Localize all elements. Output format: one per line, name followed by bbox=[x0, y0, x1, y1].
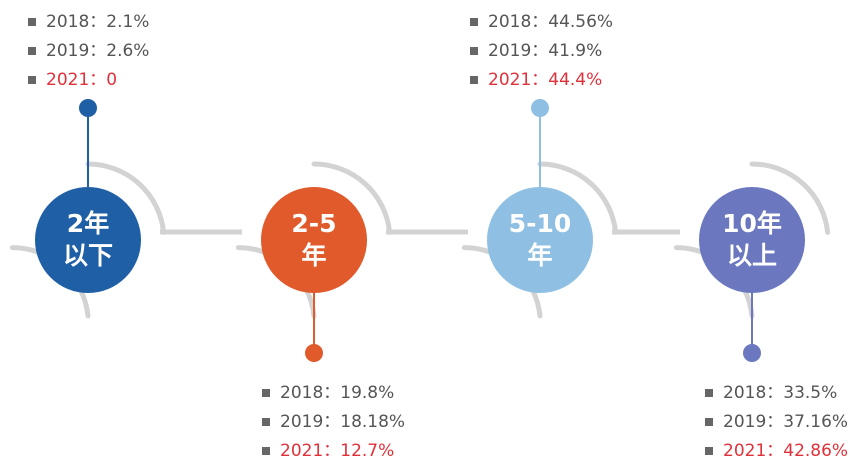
node-circle bbox=[261, 187, 367, 293]
bullet bbox=[262, 418, 270, 426]
stat-line: 2019：41.9% bbox=[488, 41, 602, 61]
node-label: 2年 bbox=[67, 209, 109, 238]
arc bbox=[311, 161, 393, 235]
stat-line: 2019：37.16% bbox=[723, 412, 848, 432]
bullet bbox=[262, 447, 270, 455]
bullet bbox=[28, 76, 36, 84]
bullet bbox=[28, 47, 36, 55]
arc bbox=[85, 161, 167, 235]
node-label: 5-10 bbox=[509, 209, 572, 238]
arc bbox=[12, 228, 13, 236]
stem-dot bbox=[531, 99, 549, 117]
stat-line: 2021：42.86% bbox=[723, 441, 848, 460]
node-circle bbox=[35, 187, 141, 293]
stat-line: 2018：2.1% bbox=[46, 12, 149, 32]
stat-line: 2021：12.7% bbox=[280, 441, 394, 460]
node-circle bbox=[699, 187, 805, 293]
bullet bbox=[28, 18, 36, 26]
arc bbox=[537, 161, 619, 235]
bullet bbox=[705, 447, 713, 455]
node-label: 年 bbox=[527, 241, 552, 270]
node-label: 10年 bbox=[722, 209, 782, 238]
stat-line: 2018：33.5% bbox=[723, 383, 837, 403]
stat-line: 2019：18.18% bbox=[280, 412, 405, 432]
stat-line: 2019：2.6% bbox=[46, 41, 149, 61]
bullet bbox=[470, 47, 478, 55]
node-label: 年 bbox=[301, 241, 326, 270]
node-label: 以下 bbox=[63, 241, 113, 270]
bullet bbox=[705, 389, 713, 397]
stem-dot bbox=[743, 344, 761, 362]
bullet bbox=[470, 18, 478, 26]
bullet bbox=[262, 389, 270, 397]
node-label: 2-5 bbox=[291, 209, 336, 238]
node-label: 以上 bbox=[727, 241, 777, 270]
arc bbox=[749, 161, 831, 235]
bullet bbox=[470, 76, 478, 84]
stem-dot bbox=[305, 344, 323, 362]
stat-line: 2018：19.8% bbox=[280, 383, 394, 403]
node-circle bbox=[487, 187, 593, 293]
bullet bbox=[705, 418, 713, 426]
stat-line: 2021：0 bbox=[46, 70, 117, 90]
stat-line: 2018：44.56% bbox=[488, 12, 613, 32]
stem-dot bbox=[79, 99, 97, 117]
stat-line: 2021：44.4% bbox=[488, 70, 602, 90]
